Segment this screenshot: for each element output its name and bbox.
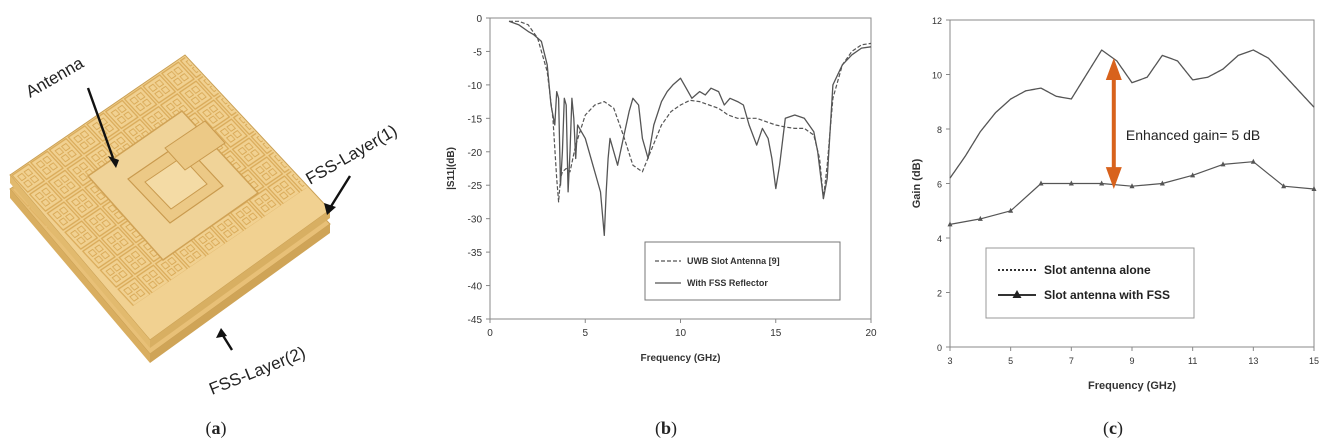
- gain-arrow-head-top: [1105, 58, 1122, 80]
- series-marker: [1220, 161, 1226, 167]
- series-marker: [1311, 185, 1317, 191]
- fss-layer2-label: FSS-Layer(2): [206, 343, 308, 399]
- caption-b-open: (: [654, 418, 661, 438]
- legend-label-1: Slot antenna alone: [1044, 263, 1151, 277]
- enhanced-gain-label: Enhanced gain= 5 dB: [1126, 127, 1260, 143]
- x-axis-label: Frequency (GHz): [1088, 380, 1176, 392]
- x-tick-label: 15: [770, 328, 782, 339]
- legend-label-1: UWB Slot Antenna [9]: [687, 256, 780, 266]
- y-axis-label: |S11|(dB): [446, 147, 457, 190]
- y-tick-label: 8: [937, 125, 942, 135]
- caption-a: (a): [186, 418, 246, 439]
- series-marker: [1008, 207, 1014, 213]
- y-tick-label: 0: [476, 14, 482, 25]
- caption-b-letter: b: [660, 418, 671, 438]
- y-tick-label: 12: [932, 16, 942, 26]
- x-tick-label: 9: [1129, 356, 1134, 366]
- x-tick-label: 5: [582, 328, 588, 339]
- y-tick-label: -20: [468, 148, 483, 159]
- legend-label-2: With FSS Reflector: [687, 278, 768, 288]
- fss-layer2-label-group: FSS-Layer(2): [206, 328, 308, 399]
- series-line-2: [508, 20, 872, 237]
- x-tick-label: 3: [947, 356, 952, 366]
- fss-layer1-label: FSS-Layer(1): [303, 121, 401, 188]
- y-tick-label: -45: [468, 315, 483, 326]
- x-tick-label: 7: [1069, 356, 1074, 366]
- caption-b: (b): [636, 418, 696, 439]
- series-marker: [1068, 180, 1074, 186]
- y-tick-label: -40: [468, 282, 483, 293]
- y-tick-label: -25: [468, 181, 483, 192]
- y-tick-label: -10: [468, 81, 483, 92]
- series-line-1: [949, 49, 1315, 179]
- y-tick-label: 0: [937, 343, 942, 353]
- caption-a-close: ): [220, 418, 227, 438]
- series-marker: [1099, 180, 1105, 186]
- y-axis-label: Gain (dB): [911, 158, 923, 208]
- caption-c-open: (: [1103, 418, 1109, 438]
- panel-b: 0 5 10 15 20 0 -5 -10 -15 -20 -25 -30 -35 -40 -45 Frequ…: [440, 0, 880, 443]
- gain-arrow-head-bottom: [1105, 167, 1122, 189]
- antenna-label: Antenna: [23, 53, 88, 101]
- series-marker: [1129, 183, 1135, 189]
- series-marker: [977, 215, 983, 221]
- series-marker: [947, 221, 953, 227]
- caption-c: (c): [1083, 418, 1143, 439]
- legend-box: [985, 247, 1195, 319]
- y-tick-label: -30: [468, 215, 483, 226]
- series-marker: [1281, 183, 1287, 189]
- series-marker: [1038, 180, 1044, 186]
- caption-c-close: ): [1117, 418, 1123, 438]
- y-tick-label: -35: [468, 248, 483, 259]
- y-tick-label: 10: [932, 71, 942, 81]
- legend-label-2: Slot antenna with FSS: [1044, 288, 1170, 302]
- legend-marker-2: [1012, 290, 1022, 298]
- x-tick-label: 0: [487, 328, 493, 339]
- caption-c-letter: c: [1109, 418, 1117, 438]
- series-marker: [1190, 172, 1196, 178]
- legend-box: [644, 241, 841, 301]
- x-tick-label: 11: [1188, 356, 1197, 366]
- series-marker: [1159, 180, 1165, 186]
- y-tick-label: 6: [937, 180, 942, 190]
- y-tick-label: -15: [468, 114, 483, 125]
- y-tick-label: 4: [937, 234, 942, 244]
- caption-b-close: ): [671, 418, 677, 438]
- s11-chart: 0 5 10 15 20 0 -5 -10 -15 -20 -25 -30 -35 -40 -45 Frequ…: [446, 14, 877, 364]
- y-tick-label: -5: [473, 47, 482, 58]
- x-tick-label: 15: [1309, 356, 1319, 366]
- series-marker: [1250, 158, 1256, 164]
- x-tick-label: 5: [1008, 356, 1013, 366]
- gain-chart: 3 5 7 9 11 13 15 0 2 4 6 8 10 12 Frequency (GHz) Gain (…: [911, 16, 1319, 392]
- x-tick-label: 10: [675, 328, 687, 339]
- series-line-2: [949, 161, 1315, 225]
- panel-a: Antenna FSS-Layer(1) FSS-Layer(2) (a): [0, 0, 430, 443]
- x-tick-label: 13: [1248, 356, 1258, 366]
- x-axis-label: Frequency (GHz): [640, 353, 720, 364]
- series-line-1: [509, 20, 872, 203]
- y-tick-label: 2: [937, 289, 942, 299]
- panel-c: 3 5 7 9 11 13 15 0 2 4 6 8 10 12 Frequency (GHz) Gain (…: [900, 0, 1321, 443]
- caption-a-letter: a: [211, 418, 221, 438]
- caption-a-open: (: [205, 418, 212, 438]
- antenna-patch: [86, 110, 260, 261]
- x-tick-label: 20: [865, 328, 877, 339]
- antenna-illustration: Antenna FSS-Layer(1) FSS-Layer(2): [9, 53, 401, 399]
